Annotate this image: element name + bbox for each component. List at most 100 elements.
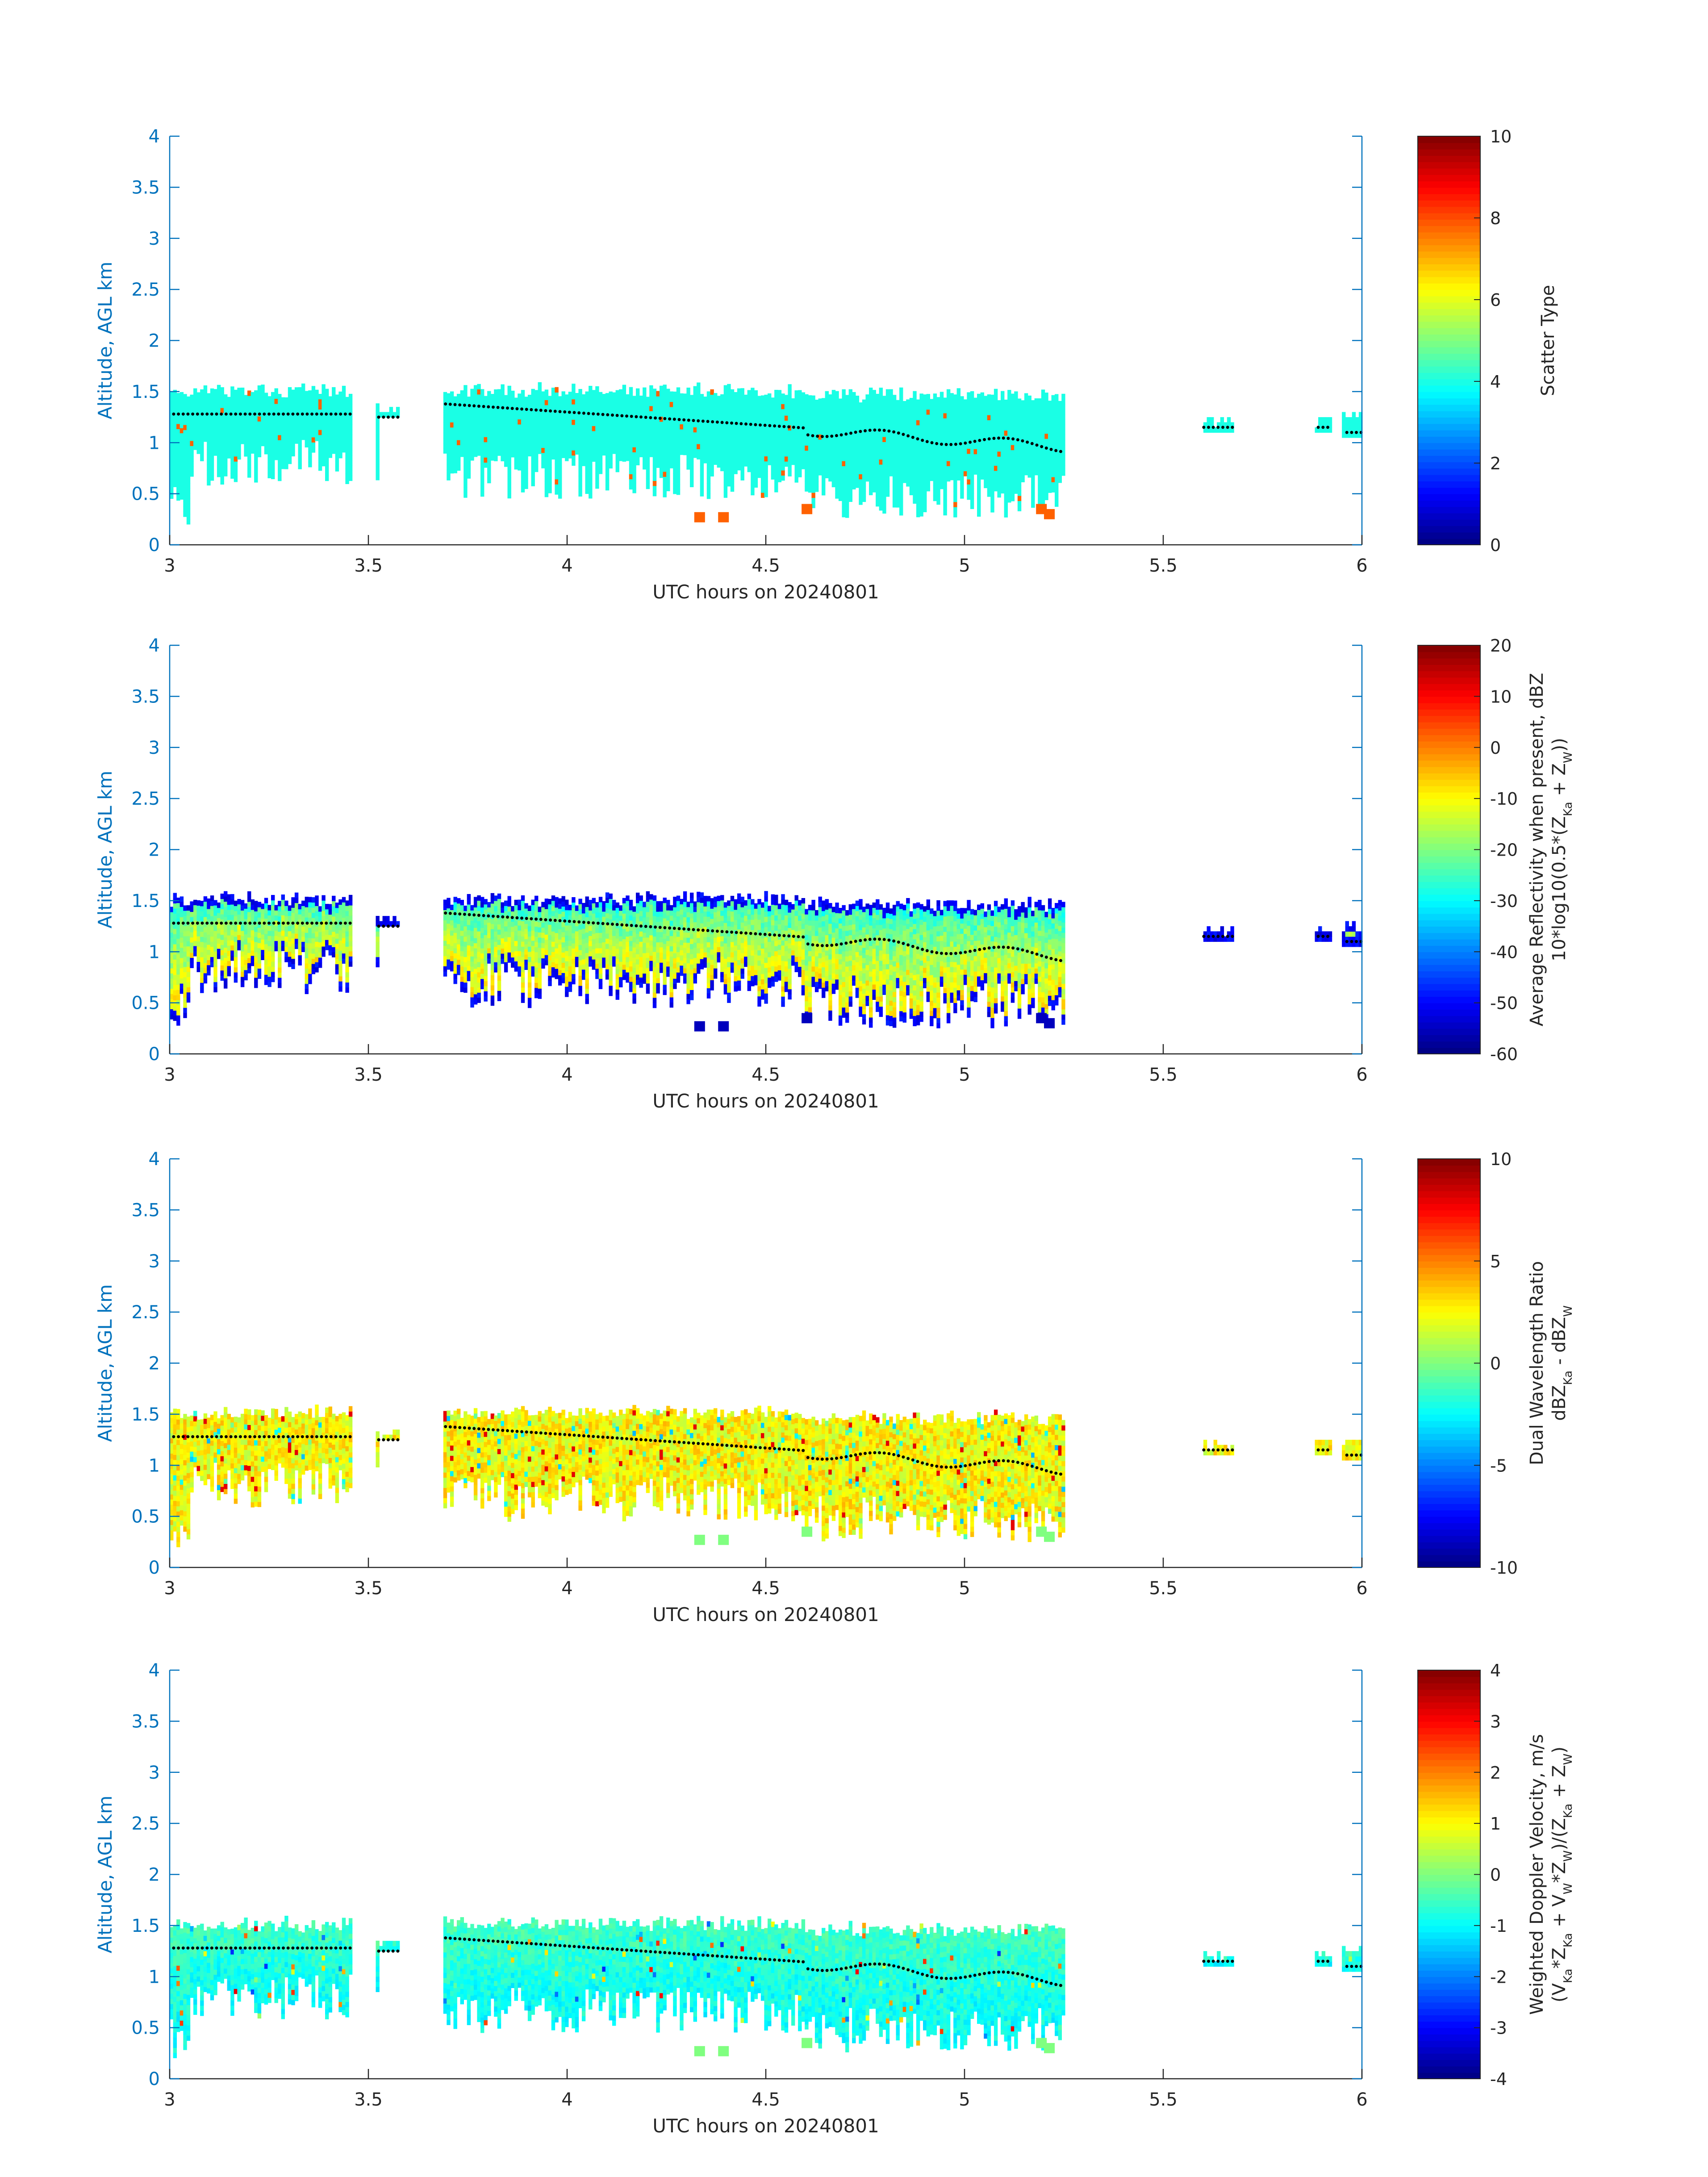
cloud-base-dot [1044, 446, 1048, 450]
heatmap-cell [845, 497, 849, 503]
heatmap-cell [173, 471, 177, 477]
heatmap-cell [909, 418, 914, 424]
cloud-base-dot [220, 412, 223, 416]
heatmap-cell [740, 403, 744, 409]
heatmap-cell [953, 451, 957, 456]
heatmap-cell [629, 448, 633, 454]
heatmap-cell [686, 408, 690, 414]
heatmap-cell [1048, 401, 1052, 406]
heatmap-cell [906, 414, 910, 420]
heatmap-cell [318, 409, 322, 415]
heatmap-cell [196, 961, 200, 967]
cloud-base-dot [787, 425, 791, 429]
heatmap-cell [828, 445, 832, 451]
heatmap-cell [663, 410, 667, 416]
heatmap-cell [666, 424, 670, 430]
heatmap-cell [247, 937, 251, 943]
heatmap-cell [676, 413, 681, 418]
cloud-base-dot [1321, 426, 1325, 429]
heatmap-cell [629, 453, 633, 459]
heatmap-cell [173, 913, 177, 919]
heatmap-cell [852, 402, 856, 408]
heatmap-cell [771, 402, 775, 408]
heatmap-cell [1024, 449, 1028, 455]
heatmap-cell [869, 459, 873, 465]
cloud-base-dot [992, 437, 996, 440]
heatmap-cell [480, 425, 484, 430]
heatmap-cell [1044, 479, 1048, 485]
heatmap-cell [1004, 399, 1008, 405]
heatmap-cell [706, 391, 711, 397]
heatmap-cell [852, 468, 856, 474]
heatmap-cell [264, 918, 268, 924]
heatmap-cell [876, 450, 880, 455]
heatmap-cell [487, 447, 491, 453]
cloud-base-dot [243, 412, 247, 416]
heatmap-cell [207, 418, 211, 424]
heatmap-cell [835, 447, 839, 453]
heatmap-cell [1038, 449, 1042, 455]
heatmap-cell [788, 405, 792, 410]
heatmap-cell [872, 472, 876, 477]
heatmap-cell [984, 406, 988, 412]
heatmap-cell [805, 460, 809, 466]
heatmap-cell [200, 931, 204, 937]
heatmap-cell [281, 428, 285, 434]
heatmap-cell [926, 409, 930, 415]
heatmap-cell [176, 480, 180, 485]
heatmap-cell [1038, 460, 1042, 465]
heatmap-cell [714, 444, 718, 450]
heatmap-cell [643, 393, 647, 398]
heatmap-cell [676, 397, 681, 403]
heatmap-cell [544, 415, 549, 421]
heatmap-cell [791, 403, 795, 409]
heatmap-cell [254, 477, 258, 483]
heatmap-cell [913, 391, 917, 397]
heatmap-cell [683, 404, 687, 409]
heatmap-cell [196, 900, 200, 906]
heatmap-cell [805, 425, 809, 430]
heatmap-cell [703, 432, 707, 438]
heatmap-cell [967, 469, 971, 475]
heatmap-cell [953, 420, 957, 426]
heatmap-cell [261, 441, 265, 447]
heatmap-cell [555, 484, 559, 490]
colorbar-swatch [1418, 430, 1480, 437]
heatmap-cell [1011, 419, 1015, 425]
heatmap-cell [1342, 422, 1346, 428]
heatmap-cell [1004, 430, 1008, 436]
heatmap-cell [507, 406, 511, 412]
heatmap-cell [706, 473, 711, 479]
heatmap-cell [551, 428, 555, 434]
cloud-base-dot [492, 405, 495, 409]
heatmap-cell [501, 445, 505, 451]
heatmap-cell [193, 434, 197, 440]
heatmap-cell [629, 484, 633, 490]
heatmap-cell [1227, 422, 1231, 428]
heatmap-cell [1038, 495, 1042, 501]
heatmap-cell [997, 446, 1001, 452]
heatmap-cell [818, 409, 822, 414]
heatmap-cell [298, 392, 302, 398]
heatmap-cell [626, 420, 630, 426]
heatmap-cell [737, 455, 741, 460]
heatmap-cell [176, 459, 180, 465]
heatmap-cell [751, 398, 755, 404]
heatmap-cell [180, 433, 184, 439]
heatmap-cell [1055, 471, 1059, 476]
heatmap-cell [825, 426, 829, 433]
heatmap-cell [771, 438, 775, 444]
cloud-base-dot [224, 412, 228, 416]
heatmap-cell [842, 409, 846, 415]
heatmap-cell [666, 481, 670, 486]
colorbar-tick-label: 2 [1490, 454, 1501, 473]
heatmap-cell [649, 395, 653, 401]
heatmap-cell [581, 425, 586, 430]
heatmap-cell [170, 457, 174, 464]
heatmap-cell [987, 409, 991, 415]
heatmap-cell [541, 422, 545, 428]
heatmap-cell [943, 464, 947, 470]
heatmap-cell [666, 465, 670, 471]
heatmap-cell [801, 402, 806, 408]
heatmap-cell [301, 435, 305, 440]
